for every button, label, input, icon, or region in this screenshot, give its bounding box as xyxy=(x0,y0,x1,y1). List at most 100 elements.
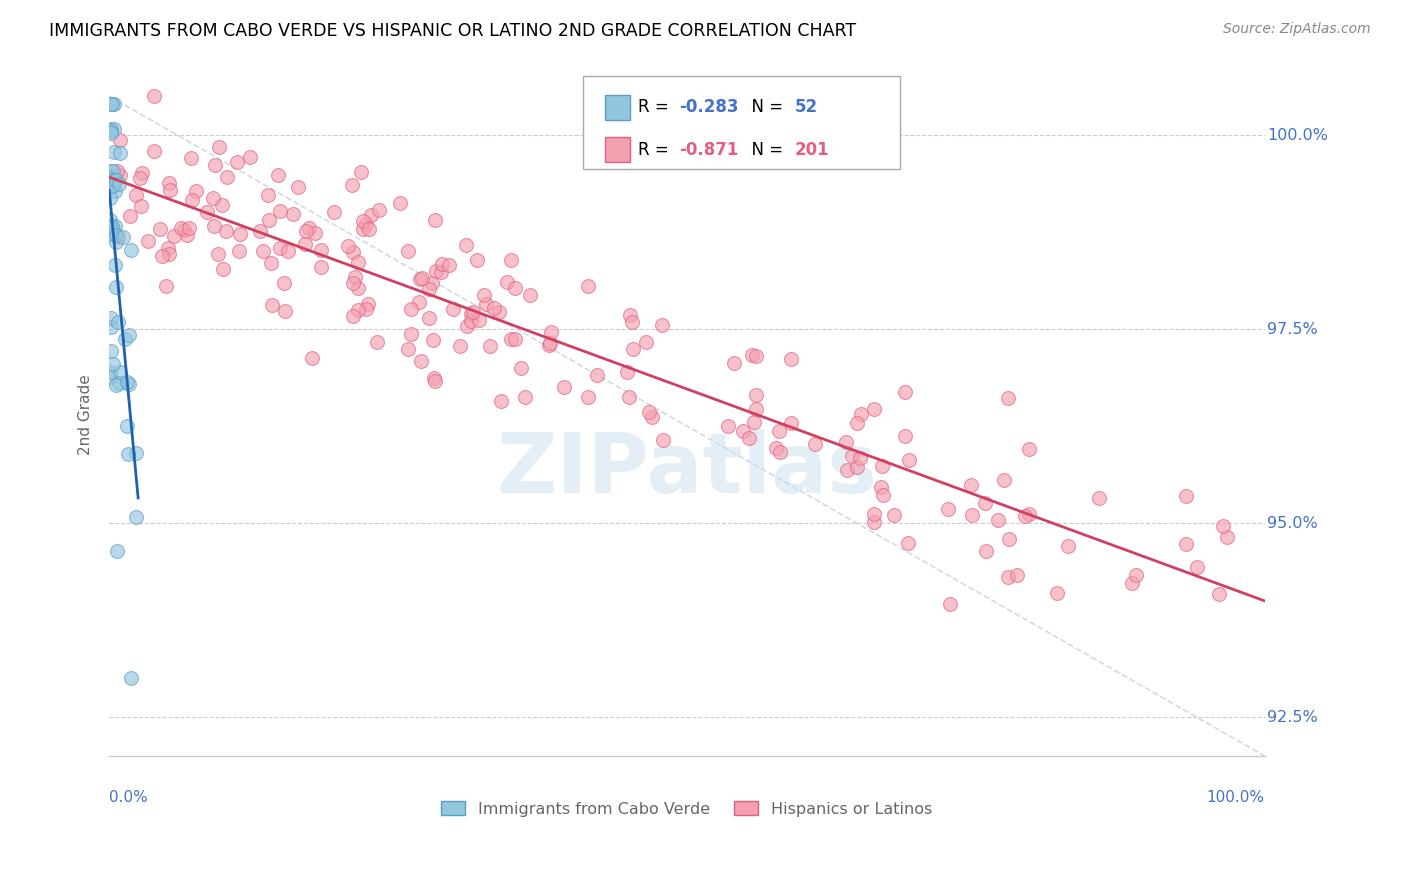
Point xyxy=(105,235,128,249)
Point xyxy=(396,342,419,356)
Point xyxy=(1212,519,1234,533)
Point xyxy=(208,140,231,154)
Point xyxy=(449,339,471,353)
Point xyxy=(173,223,195,237)
Point xyxy=(143,89,166,103)
Point xyxy=(1216,530,1239,544)
Point xyxy=(441,302,464,317)
Point xyxy=(283,207,305,221)
Point xyxy=(420,276,443,290)
Point xyxy=(342,276,364,290)
Point xyxy=(117,447,139,461)
Point xyxy=(463,304,485,318)
Point xyxy=(301,351,323,365)
Point xyxy=(298,220,321,235)
Point xyxy=(422,334,444,348)
Point xyxy=(143,144,166,158)
Point xyxy=(309,243,332,257)
Point xyxy=(107,163,129,178)
Point xyxy=(277,244,299,259)
Point xyxy=(98,213,121,227)
Point xyxy=(100,164,122,178)
Point xyxy=(295,224,318,238)
Point xyxy=(499,333,522,347)
Point xyxy=(359,222,381,236)
Point xyxy=(537,337,560,351)
Point xyxy=(870,458,893,473)
Point xyxy=(620,315,643,329)
Point xyxy=(636,334,658,349)
Point xyxy=(939,598,962,612)
Point xyxy=(101,222,124,236)
Point xyxy=(1088,491,1111,506)
Point xyxy=(360,208,382,222)
Point xyxy=(460,307,482,321)
Point xyxy=(1185,560,1208,574)
Point xyxy=(936,501,959,516)
Point xyxy=(111,230,134,244)
Point xyxy=(974,495,997,509)
Point xyxy=(619,390,641,404)
Point xyxy=(352,214,374,228)
Point xyxy=(578,279,600,293)
Point xyxy=(883,508,905,522)
Point xyxy=(1175,489,1198,503)
Text: 92.5%: 92.5% xyxy=(1267,710,1317,724)
Point xyxy=(131,199,153,213)
Point xyxy=(769,444,792,458)
Point xyxy=(619,309,641,323)
Point xyxy=(425,263,447,277)
Point xyxy=(180,151,202,165)
Point xyxy=(1056,539,1078,553)
Point xyxy=(103,219,125,233)
Point xyxy=(409,272,432,286)
Point xyxy=(269,203,291,218)
Point xyxy=(103,121,125,136)
Point xyxy=(336,239,359,253)
Point xyxy=(482,301,505,316)
Point xyxy=(841,449,863,463)
Point xyxy=(98,369,121,384)
Point xyxy=(503,281,526,295)
Text: -0.283: -0.283 xyxy=(679,98,738,116)
Point xyxy=(125,446,148,460)
Point xyxy=(100,178,122,193)
Point xyxy=(768,424,790,438)
Point xyxy=(273,276,295,290)
Point xyxy=(114,332,136,346)
Point xyxy=(239,150,262,164)
Point xyxy=(396,244,419,259)
Point xyxy=(1046,585,1069,599)
Point xyxy=(835,434,858,449)
Point xyxy=(98,365,121,379)
Point xyxy=(204,157,226,171)
Point xyxy=(107,376,129,390)
Point xyxy=(651,318,673,333)
Text: 100.0%: 100.0% xyxy=(1267,128,1327,143)
Point xyxy=(228,244,250,258)
Point xyxy=(835,463,858,477)
Point xyxy=(120,209,142,223)
Point xyxy=(356,218,378,232)
Point xyxy=(157,247,180,261)
Point xyxy=(347,255,370,269)
Point xyxy=(257,188,280,202)
Point xyxy=(1014,509,1036,524)
Point xyxy=(100,122,122,136)
Point xyxy=(974,544,997,558)
Point xyxy=(409,353,432,368)
Point xyxy=(366,334,388,349)
Point xyxy=(960,508,983,522)
Y-axis label: 2nd Grade: 2nd Grade xyxy=(79,374,93,455)
Point xyxy=(430,257,453,271)
Point xyxy=(576,390,599,404)
Point xyxy=(1121,575,1143,590)
Point xyxy=(342,178,364,193)
Point xyxy=(489,394,512,409)
Text: 95.0%: 95.0% xyxy=(1267,516,1317,531)
Point xyxy=(309,260,332,275)
Point xyxy=(456,318,478,333)
Point xyxy=(120,671,142,685)
Point xyxy=(267,168,290,182)
Point xyxy=(423,213,446,227)
